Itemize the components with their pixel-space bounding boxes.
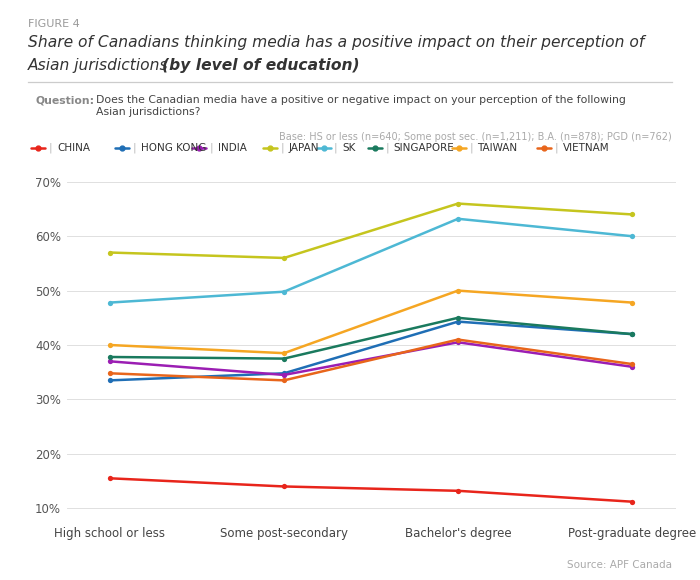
Text: Base: HS or less (n=640; Some post sec. (n=1,211); B.A. (n=878); PGD (n=762): Base: HS or less (n=640; Some post sec. … <box>279 132 672 142</box>
Text: Source: APF Canada: Source: APF Canada <box>567 560 672 570</box>
Text: Question:: Question: <box>36 95 95 106</box>
Text: SINGAPORE: SINGAPORE <box>394 143 454 153</box>
Text: |: | <box>334 143 337 153</box>
Text: (by level of education): (by level of education) <box>162 58 360 73</box>
Text: Asian jurisdictions: Asian jurisdictions <box>28 58 174 73</box>
Text: |: | <box>386 143 389 153</box>
Text: FIGURE 4: FIGURE 4 <box>28 19 80 28</box>
Text: SK: SK <box>342 143 356 153</box>
Text: VIETNAM: VIETNAM <box>563 143 609 153</box>
Text: |: | <box>132 143 136 153</box>
Text: |: | <box>469 143 472 153</box>
Text: Does the Canadian media have a positive or negative impact on your perception of: Does the Canadian media have a positive … <box>96 95 626 117</box>
Text: JAPAN: JAPAN <box>289 143 319 153</box>
Text: TAIWAN: TAIWAN <box>477 143 517 153</box>
Text: |: | <box>209 143 214 153</box>
Text: INDIA: INDIA <box>218 143 247 153</box>
Text: Share of Canadians thinking media has a positive impact on their perception of: Share of Canadians thinking media has a … <box>28 35 645 50</box>
Text: |: | <box>48 143 52 153</box>
Text: |: | <box>554 143 558 153</box>
Text: |: | <box>281 143 284 153</box>
Text: HONG KONG: HONG KONG <box>141 143 206 153</box>
Text: CHINA: CHINA <box>57 143 90 153</box>
